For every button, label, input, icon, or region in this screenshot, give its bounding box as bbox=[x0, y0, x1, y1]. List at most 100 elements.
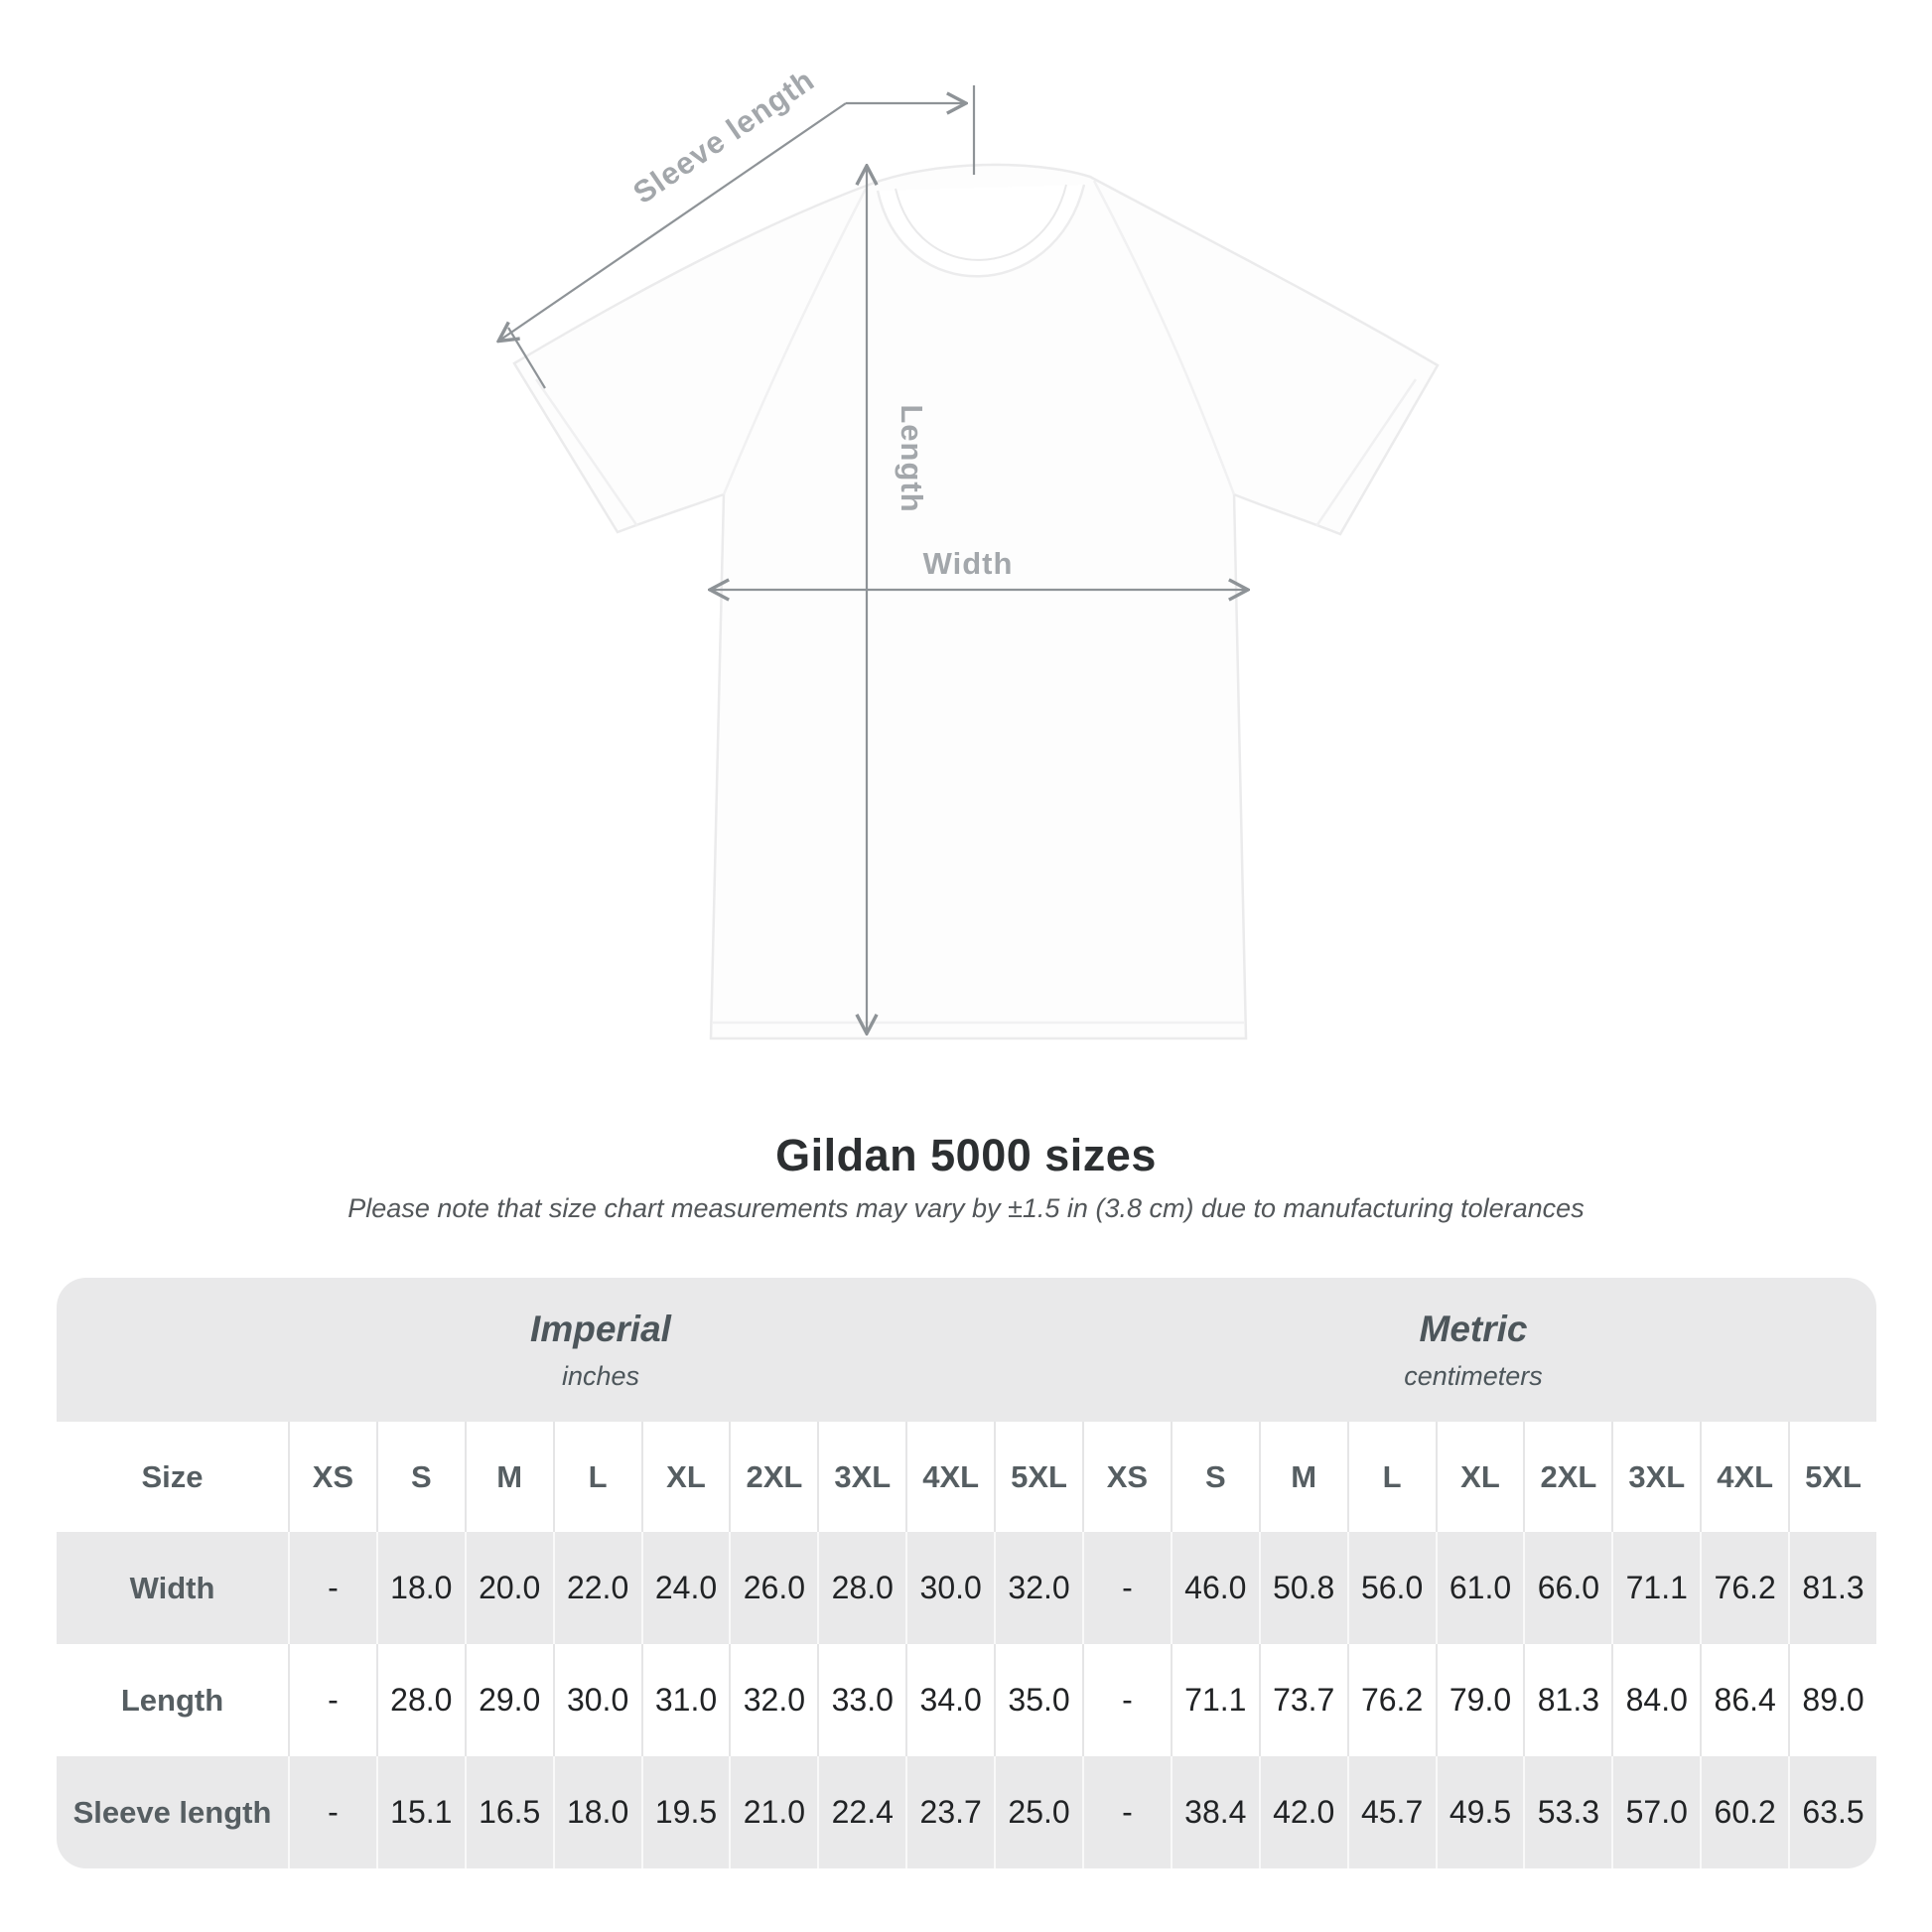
table-cell: 71.1 bbox=[1611, 1532, 1700, 1644]
table-cell: 53.3 bbox=[1523, 1756, 1611, 1868]
table-cell: 34.0 bbox=[905, 1644, 994, 1756]
table-cell: 19.5 bbox=[640, 1756, 730, 1868]
table-cell: 79.0 bbox=[1435, 1644, 1524, 1756]
size-column-header: XS bbox=[288, 1422, 376, 1532]
right-cuff-seam bbox=[1314, 378, 1418, 527]
cuff-tick bbox=[507, 327, 546, 389]
table-cell: 33.0 bbox=[817, 1644, 905, 1756]
sleeve-arrow-diagonal bbox=[499, 102, 847, 341]
table-cell: 45.7 bbox=[1346, 1756, 1436, 1868]
metric-header: Metric centimeters bbox=[1404, 1278, 1543, 1422]
table-cell: 16.5 bbox=[464, 1756, 553, 1868]
row-label: Length bbox=[120, 1682, 224, 1718]
size-column-header: 4XL bbox=[905, 1422, 994, 1532]
table-cell: 42.0 bbox=[1258, 1756, 1347, 1868]
table-cell: 21.0 bbox=[729, 1756, 817, 1868]
table-cell: 30.0 bbox=[905, 1532, 994, 1644]
table-cell: 89.0 bbox=[1788, 1644, 1876, 1756]
table-cell: 38.4 bbox=[1170, 1756, 1259, 1868]
size-column-header: 5XL bbox=[1788, 1422, 1876, 1532]
table-cell: 23.7 bbox=[905, 1756, 994, 1868]
size-column-header: L bbox=[1346, 1422, 1436, 1532]
metric-unit-label: centimeters bbox=[1404, 1360, 1543, 1391]
table-cell: 28.0 bbox=[375, 1644, 465, 1756]
table-cell: 35.0 bbox=[994, 1644, 1082, 1756]
left-armhole-seam bbox=[722, 188, 868, 495]
imperial-unit-label: inches bbox=[561, 1360, 640, 1391]
table-cell: 18.0 bbox=[552, 1756, 641, 1868]
table-cell: 32.0 bbox=[994, 1532, 1082, 1644]
imperial-label: Imperial bbox=[530, 1308, 671, 1349]
table-cell: 31.0 bbox=[640, 1644, 730, 1756]
measurement-arrows bbox=[499, 85, 1247, 1033]
table-cell: - bbox=[288, 1532, 376, 1644]
table-cell: 20.0 bbox=[464, 1532, 553, 1644]
table-cell: 28.0 bbox=[817, 1532, 905, 1644]
table-cell: 76.2 bbox=[1346, 1644, 1436, 1756]
table-cell: 81.3 bbox=[1788, 1532, 1876, 1644]
table-cell: 32.0 bbox=[729, 1644, 817, 1756]
table-cell: 71.1 bbox=[1170, 1644, 1259, 1756]
table-cell: - bbox=[1081, 1756, 1171, 1868]
size-column-header: 4XL bbox=[1700, 1422, 1788, 1532]
table-cell: 81.3 bbox=[1523, 1644, 1611, 1756]
size-column-header: S bbox=[1170, 1422, 1259, 1532]
width-label: Width bbox=[923, 546, 1014, 581]
sleeve-length-label: Sleeve length bbox=[626, 63, 820, 210]
table-cell: 22.4 bbox=[817, 1756, 905, 1868]
size-column-header: M bbox=[464, 1422, 553, 1532]
table-cell: 86.4 bbox=[1700, 1644, 1788, 1756]
size-column-header: L bbox=[552, 1422, 641, 1532]
size-column-header: 3XL bbox=[817, 1422, 905, 1532]
size-column-header: XL bbox=[1435, 1422, 1524, 1532]
table-row: Width -18.0 20.0 22.0 24.0 26.0 28.0 30.0 32.0-4… bbox=[57, 1532, 1876, 1644]
table-cell: - bbox=[288, 1756, 376, 1868]
table-header-row: Size XS S M L XL 2XL 3XL 4XL 5XL XS S M L XL 2XL 3XL 4XL… bbox=[57, 1422, 1876, 1532]
table-cell: 22.0 bbox=[552, 1532, 641, 1644]
table-cell: 73.7 bbox=[1258, 1644, 1347, 1756]
row-label: Sleeve length bbox=[72, 1794, 272, 1830]
tolerance-note: Please note that size chart measurements… bbox=[347, 1193, 1585, 1223]
collar-inner-seam bbox=[895, 184, 1067, 261]
table-cell: - bbox=[1081, 1644, 1171, 1756]
table-cell: 25.0 bbox=[994, 1756, 1082, 1868]
size-column-header: Size bbox=[141, 1458, 204, 1494]
metric-label: Metric bbox=[1419, 1308, 1528, 1349]
size-table: Imperial inches Metric centimeters Size … bbox=[57, 1278, 1876, 1868]
table-cell: 24.0 bbox=[640, 1532, 730, 1644]
table-cell: 66.0 bbox=[1523, 1532, 1611, 1644]
table-cell: 84.0 bbox=[1611, 1644, 1700, 1756]
size-column-header: 3XL bbox=[1611, 1422, 1700, 1532]
table-cell: 26.0 bbox=[729, 1532, 817, 1644]
table-cell: 56.0 bbox=[1346, 1532, 1436, 1644]
table-cell: 60.2 bbox=[1700, 1756, 1788, 1868]
row-label: Width bbox=[129, 1570, 215, 1605]
table-cell: 15.1 bbox=[375, 1756, 465, 1868]
table-cell: 30.0 bbox=[552, 1644, 641, 1756]
right-armhole-seam bbox=[1092, 180, 1236, 495]
size-column-header: 5XL bbox=[994, 1422, 1082, 1532]
size-column-header: S bbox=[375, 1422, 465, 1532]
table-cell: 49.5 bbox=[1435, 1756, 1524, 1868]
collar-outer-seam bbox=[876, 184, 1086, 278]
table-cell: 57.0 bbox=[1611, 1756, 1700, 1868]
table-body: Width -18.0 20.0 22.0 24.0 26.0 28.0 30.0 32.0-4… bbox=[57, 1532, 1876, 1868]
tshirt-illustration bbox=[512, 163, 1440, 1040]
left-cuff-seam bbox=[534, 378, 639, 527]
table-cell: 46.0 bbox=[1170, 1532, 1259, 1644]
table-cell: 18.0 bbox=[375, 1532, 465, 1644]
length-label: Length bbox=[895, 404, 929, 512]
size-column-header: M bbox=[1258, 1422, 1347, 1532]
table-cell: - bbox=[288, 1644, 376, 1756]
tshirt-diagram: Sleeve length Length Width bbox=[0, 63, 1440, 1040]
size-column-header: XS bbox=[1081, 1422, 1171, 1532]
tshirt-outline bbox=[512, 163, 1440, 1040]
table-row: Length -28.0 29.0 30.0 31.0 32.0 33.0 34.0 35.0-… bbox=[57, 1644, 1876, 1756]
page-title: Gildan 5000 sizes bbox=[775, 1130, 1157, 1180]
size-column-header: XL bbox=[640, 1422, 730, 1532]
size-column-header: 2XL bbox=[729, 1422, 817, 1532]
table-cell: 76.2 bbox=[1700, 1532, 1788, 1644]
table-cell: 61.0 bbox=[1435, 1532, 1524, 1644]
table-cell: 63.5 bbox=[1788, 1756, 1876, 1868]
